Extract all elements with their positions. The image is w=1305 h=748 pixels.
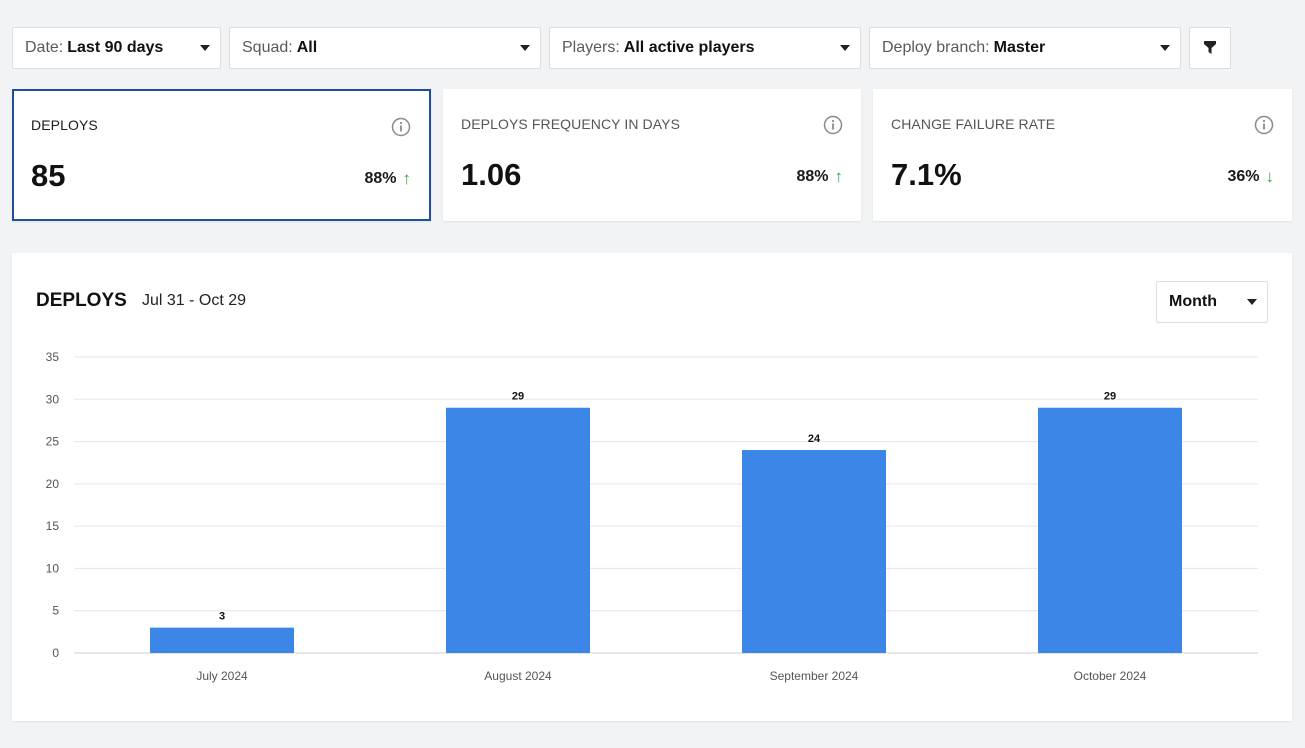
card-value: 1.06 xyxy=(461,157,522,192)
data-label: 3 xyxy=(219,611,225,623)
y-tick-label: 5 xyxy=(52,604,59,618)
card-title: CHANGE FAILURE RATE xyxy=(891,116,1056,132)
arrow-down-icon: ↓ xyxy=(1265,167,1275,186)
date-range: Jul 31 - Oct 29 xyxy=(142,292,247,309)
bar xyxy=(150,627,294,653)
deploys-card[interactable]: DEPLOYS 85 88% ↑ xyxy=(12,89,431,221)
trend-indicator: 36% ↓ xyxy=(1227,167,1274,187)
card-value: 7.1% xyxy=(891,157,962,192)
data-label: 24 xyxy=(808,433,821,445)
y-tick-label: 15 xyxy=(46,519,60,533)
bar xyxy=(1038,407,1182,653)
card-title: DEPLOYS xyxy=(31,117,98,133)
filter-button[interactable] xyxy=(1189,27,1231,69)
branch-filter-value: Master xyxy=(993,39,1046,56)
arrow-up-icon: ↑ xyxy=(402,169,412,188)
squad-filter-dropdown[interactable]: Squad: All xyxy=(229,27,541,69)
trend-percent: 88% xyxy=(364,170,397,187)
branch-filter-label: Deploy branch: xyxy=(882,39,990,56)
bar xyxy=(446,407,590,653)
date-filter-dropdown[interactable]: Date: Last 90 days xyxy=(12,27,221,69)
panel-title: DEPLOYS xyxy=(36,290,127,311)
info-icon[interactable] xyxy=(823,115,843,135)
x-tick-label: September 2024 xyxy=(770,669,859,683)
caret-down-icon xyxy=(1247,299,1257,305)
info-icon[interactable] xyxy=(1254,115,1274,135)
squad-filter-label: Squad: xyxy=(242,39,293,56)
players-filter-label: Players: xyxy=(562,39,620,56)
caret-down-icon xyxy=(520,45,530,51)
info-icon[interactable] xyxy=(391,117,411,137)
squad-filter-value: All xyxy=(296,39,318,56)
trend-percent: 88% xyxy=(796,168,829,185)
branch-filter-dropdown[interactable]: Deploy branch: Master xyxy=(869,27,1181,69)
caret-down-icon xyxy=(1160,45,1170,51)
players-filter-value: All active players xyxy=(623,39,755,56)
grouping-value: Month xyxy=(1169,293,1217,310)
card-value: 85 xyxy=(31,158,66,193)
caret-down-icon xyxy=(200,45,210,51)
y-tick-label: 30 xyxy=(46,392,60,406)
x-tick-label: August 2024 xyxy=(484,669,552,683)
card-title: DEPLOYS FREQUENCY IN DAYS xyxy=(461,116,681,132)
date-filter-label: Date: xyxy=(25,39,64,56)
y-tick-label: 35 xyxy=(46,350,60,364)
grouping-dropdown[interactable]: Month xyxy=(1156,281,1268,323)
trend-percent: 36% xyxy=(1227,168,1260,185)
data-label: 29 xyxy=(512,391,524,403)
bar xyxy=(742,450,886,653)
deploys-chart-panel: DEPLOYS Jul 31 - Oct 29 Month 0 5 10 15 20 25… xyxy=(12,253,1292,721)
y-tick-label: 0 xyxy=(52,646,59,660)
x-tick-label: July 2024 xyxy=(196,669,248,683)
change-failure-rate-card[interactable]: CHANGE FAILURE RATE 7.1% 36% ↓ xyxy=(873,89,1292,221)
trend-indicator: 88% ↑ xyxy=(364,169,411,189)
y-tick-label: 10 xyxy=(46,561,60,575)
players-filter-dropdown[interactable]: Players: All active players xyxy=(549,27,861,69)
y-tick-label: 20 xyxy=(46,477,60,491)
deploys-bar-chart: 0 5 10 15 20 25 30 35 3 July 2024 29 August 2024 24 S… xyxy=(46,350,1258,683)
trend-indicator: 88% ↑ xyxy=(796,167,843,187)
funnel-icon xyxy=(1204,41,1216,54)
arrow-up-icon: ↑ xyxy=(834,167,844,186)
y-tick-label: 25 xyxy=(46,435,60,449)
caret-down-icon xyxy=(840,45,850,51)
date-filter-value: Last 90 days xyxy=(67,39,164,56)
x-tick-label: October 2024 xyxy=(1074,669,1147,683)
deploys-frequency-card[interactable]: DEPLOYS FREQUENCY IN DAYS 1.06 88% ↑ xyxy=(443,89,861,221)
data-label: 29 xyxy=(1104,391,1116,403)
